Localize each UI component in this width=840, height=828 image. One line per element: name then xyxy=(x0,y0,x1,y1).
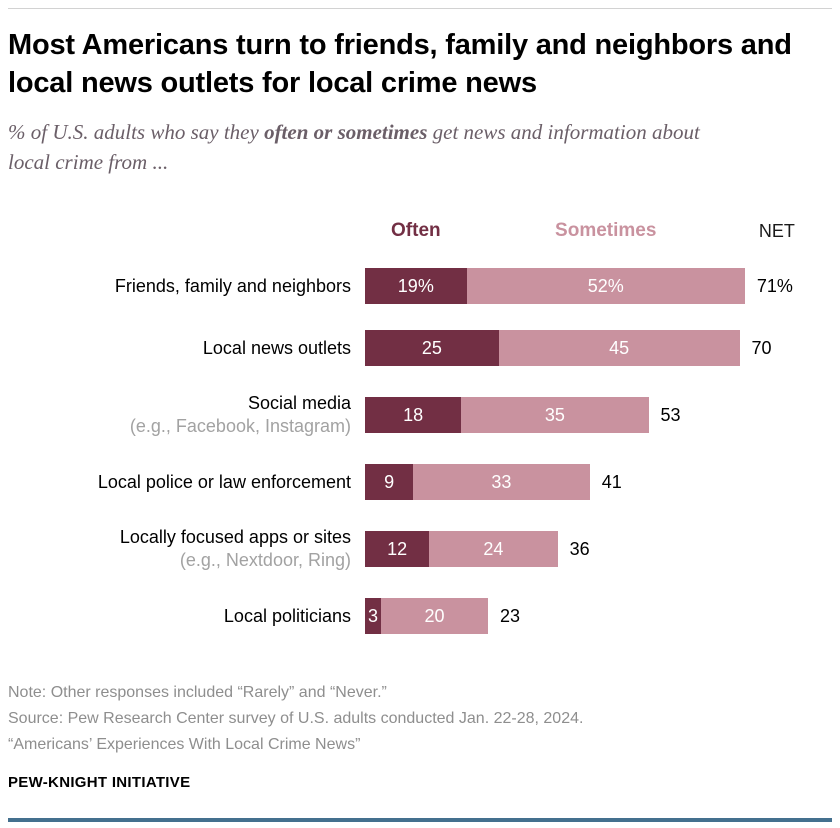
bar-segment-often: 12 xyxy=(365,531,430,567)
stacked-bar: 25 45 xyxy=(365,330,740,366)
bar-segment-often: 18 xyxy=(365,397,462,433)
bar-segment-sometimes: 35 xyxy=(461,397,649,433)
bar-segment-often: 25 xyxy=(365,330,499,366)
net-value: 23 xyxy=(500,605,521,626)
bar-row-social-media: Social media (e.g., Facebook, Instagram)… xyxy=(8,392,832,438)
chart-footer: Note: Other responses included “Rarely” … xyxy=(8,680,832,791)
subtitle-bold: often or sometimes xyxy=(264,120,428,145)
category-label-main: Friends, family and neighbors xyxy=(114,275,351,296)
category-label: Friends, family and neighbors xyxy=(8,275,365,298)
category-label-main: Local politicians xyxy=(223,605,351,626)
net-value: 70 xyxy=(751,337,772,358)
bar-value-often: 19% xyxy=(397,275,434,296)
bar-segment-sometimes: 24 xyxy=(429,531,558,567)
bar-value-often: 25 xyxy=(421,337,442,358)
net-value: 41 xyxy=(601,471,622,492)
top-divider xyxy=(8,8,832,9)
bar-value-often: 9 xyxy=(384,471,395,492)
bar-row-local-apps: Locally focused apps or sites (e.g., Nex… xyxy=(8,526,832,572)
source-text-line1: Source: Pew Research Center survey of U.… xyxy=(8,710,584,727)
net-value: 53 xyxy=(660,404,681,425)
bar-segment-often: 3 xyxy=(365,598,382,634)
bar-segment-often: 19% xyxy=(365,268,467,304)
legend-label-net: NET xyxy=(758,221,795,241)
bar-value-sometimes: 35 xyxy=(544,404,565,425)
bar-row-local-police: Local police or law enforcement 9 33 41 xyxy=(8,464,832,500)
category-label-main: Local news outlets xyxy=(202,337,351,358)
bottom-divider xyxy=(8,818,832,822)
bar-value-sometimes: 45 xyxy=(609,337,630,358)
bar-value-often: 12 xyxy=(387,538,408,559)
stacked-bar: 18 35 xyxy=(365,397,649,433)
bar-value-sometimes: 24 xyxy=(483,538,504,559)
brand-label: PEW-KNIGHT INITIATIVE xyxy=(8,774,191,791)
net-value: 36 xyxy=(569,538,590,559)
bar-value-often: 3 xyxy=(368,605,379,626)
bar-value-sometimes: 52% xyxy=(587,275,624,296)
category-label: Local police or law enforcement xyxy=(8,471,365,494)
stacked-bar: 12 24 xyxy=(365,531,558,567)
bar-value-sometimes: 33 xyxy=(491,471,512,492)
category-label: Local politicians xyxy=(8,605,365,628)
bar-value-sometimes: 20 xyxy=(424,605,445,626)
bar-row-friends-family: Friends, family and neighbors 19% 52% 71… xyxy=(8,268,832,304)
bar-value-often: 18 xyxy=(403,404,424,425)
category-label-sub: (e.g., Facebook, Instagram) xyxy=(129,416,351,436)
subtitle-suffix: get news and information about local cri… xyxy=(8,120,700,175)
legend-label-sometimes: Sometimes xyxy=(555,220,657,241)
stacked-bar: 3 20 xyxy=(365,598,489,634)
category-label-main: Social media xyxy=(247,393,351,413)
bar-segment-sometimes: 45 xyxy=(498,330,740,366)
chart-subtitle: % of U.S. adults who say they often or s… xyxy=(8,118,738,178)
chart-legend: Often Sometimes NET xyxy=(8,220,832,242)
bar-segment-sometimes: 52% xyxy=(466,268,745,304)
chart-title: Most Americans turn to friends, family a… xyxy=(8,29,792,99)
bar-row-local-news: Local news outlets 25 45 70 xyxy=(8,330,832,366)
bar-row-local-politicians: Local politicians 3 20 23 xyxy=(8,598,832,634)
bar-segment-sometimes: 33 xyxy=(413,464,590,500)
category-label: Locally focused apps or sites (e.g., Nex… xyxy=(8,526,365,572)
bar-segment-sometimes: 20 xyxy=(381,598,489,634)
category-label-sub: (e.g., Nextdoor, Ring) xyxy=(179,550,351,570)
stacked-bar: 19% 52% xyxy=(365,268,745,304)
category-label-main: Locally focused apps or sites xyxy=(119,527,351,547)
note-text: Note: Other responses included “Rarely” … xyxy=(8,684,387,701)
net-value: 71% xyxy=(756,275,793,296)
category-label-main: Local police or law enforcement xyxy=(97,471,351,492)
source-text-line2: “Americans’ Experiences With Local Crime… xyxy=(8,736,361,753)
legend-label-often: Often xyxy=(391,220,441,241)
stacked-bar: 9 33 xyxy=(365,464,590,500)
subtitle-prefix: % of U.S. adults who say they xyxy=(8,120,265,145)
bar-segment-often: 9 xyxy=(365,464,414,500)
category-label: Social media (e.g., Facebook, Instagram) xyxy=(8,392,365,438)
category-label: Local news outlets xyxy=(8,337,365,360)
